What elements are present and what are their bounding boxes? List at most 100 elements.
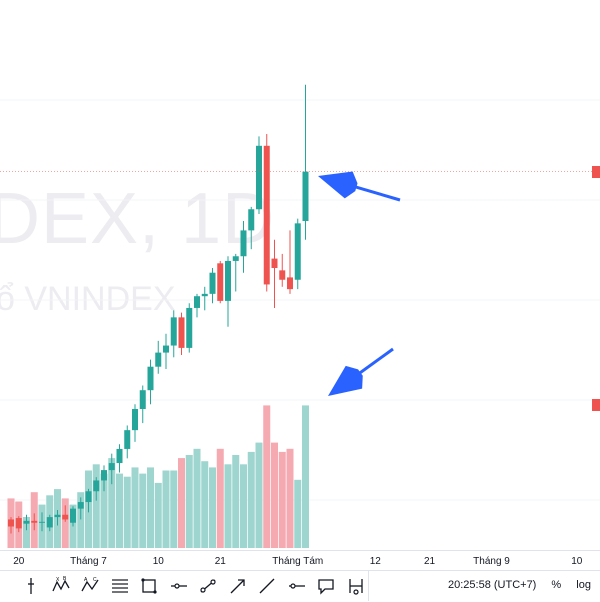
candle-body	[8, 519, 14, 527]
volume-bar	[216, 448, 224, 548]
svg-text:B: B	[63, 576, 67, 582]
bar-pattern-icon[interactable]	[20, 575, 42, 597]
volume-bar	[61, 498, 69, 548]
volume-bar	[108, 458, 116, 548]
candle-body	[186, 307, 193, 348]
candle-body	[248, 209, 255, 231]
candle-body	[23, 520, 30, 524]
candle-body	[232, 256, 239, 261]
candle-body	[178, 317, 185, 348]
volume-scale-marker[interactable]	[592, 399, 600, 412]
time-tick-label: 12	[369, 556, 381, 567]
fib-levels-icon[interactable]	[109, 575, 131, 597]
volume-bar	[209, 467, 216, 548]
time-tick-label: 20	[13, 556, 25, 567]
chart-pane[interactable]: DEX, 1D ổ VNINDEX	[0, 0, 600, 550]
bottom-toolbar: XB AC 20:25:58 (UTC+7) % log tu	[0, 570, 600, 601]
svg-text:X: X	[56, 577, 60, 583]
candle-body	[93, 480, 100, 492]
time-tick-label: Tháng Tám	[272, 556, 324, 567]
volume-bar	[170, 470, 178, 548]
volume-bar	[201, 461, 209, 548]
candle-body	[302, 171, 309, 221]
date-range-icon[interactable]	[345, 575, 367, 597]
percent-scale-toggle[interactable]: %	[551, 579, 562, 591]
volume-bar	[255, 442, 263, 548]
candle-body	[77, 502, 84, 509]
ray-icon[interactable]	[168, 575, 190, 597]
volume-bar	[154, 482, 162, 548]
log-scale-toggle[interactable]: log	[576, 579, 591, 591]
volume-bar	[193, 448, 201, 548]
candle-body	[263, 145, 270, 285]
volume-bar	[224, 464, 232, 548]
candle-body	[85, 491, 92, 503]
status-bar: 20:25:58 (UTC+7) % log tu	[448, 579, 600, 591]
candle-body	[294, 223, 301, 280]
candle-body	[62, 514, 69, 520]
annotation-arrow-price-shaft	[348, 183, 401, 202]
volume-bar	[147, 467, 154, 548]
candle-body	[116, 448, 123, 464]
svg-text:C: C	[93, 577, 97, 583]
candle-body	[279, 270, 286, 280]
candle-body	[15, 518, 22, 529]
clock-readout[interactable]: 20:25:58 (UTC+7)	[448, 579, 537, 591]
time-tick-label: Tháng 7	[70, 556, 107, 567]
volume-bar	[286, 448, 294, 548]
volume-bar	[139, 473, 147, 548]
volume-bar	[100, 473, 108, 548]
candle-body	[155, 352, 162, 367]
candle-body	[194, 296, 200, 308]
candle-body	[240, 230, 247, 257]
volume-bar	[302, 405, 309, 548]
time-tick-label: 10	[152, 556, 164, 567]
time-tick-label: 21	[423, 556, 436, 567]
volume-bar	[77, 492, 85, 548]
annotation-arrow-volume-head	[328, 365, 363, 396]
candle-body	[209, 272, 216, 294]
trend-line-icon[interactable]	[197, 575, 219, 597]
volume-bar	[116, 473, 123, 548]
candle-body	[70, 508, 76, 523]
candle-body	[139, 390, 146, 409]
volume-bar	[178, 458, 185, 548]
svg-text:A: A	[84, 577, 88, 583]
candle-body	[31, 520, 38, 523]
candle-body	[108, 463, 115, 471]
volume-bar	[263, 405, 271, 548]
volume-bar	[185, 455, 193, 548]
candle-body	[101, 470, 107, 481]
candle-body	[217, 263, 224, 301]
candlestick-chart[interactable]	[0, 0, 600, 550]
candle-body	[147, 366, 154, 391]
volume-bar	[92, 464, 100, 548]
time-tick-label: 10	[571, 556, 583, 567]
rectangle-icon[interactable]	[138, 575, 160, 597]
candle-body	[170, 317, 177, 346]
annotation-arrow-volume-shaft	[353, 347, 394, 379]
candle-body	[225, 260, 231, 301]
candle-body	[39, 521, 45, 523]
callout-icon[interactable]	[315, 575, 337, 597]
volume-bar	[131, 467, 139, 548]
price-scale-marker[interactable]	[592, 165, 600, 178]
candle-body	[132, 409, 138, 431]
horizontal-line-icon[interactable]	[286, 575, 308, 597]
candle-body	[124, 430, 131, 449]
volume-bar	[247, 451, 255, 548]
candle-body	[287, 277, 293, 290]
volume-bar	[278, 451, 286, 548]
candle-body	[201, 293, 208, 297]
time-axis[interactable]: 20 Tháng 7 10 21 Tháng Tám 12 21 Tháng 9 10	[0, 550, 600, 571]
annotation-arrow-price-head	[318, 171, 358, 199]
arrow-icon[interactable]	[227, 575, 249, 597]
volume-bar	[23, 517, 30, 548]
time-tick-label: Tháng 9	[473, 556, 510, 567]
volume-bar	[232, 455, 240, 548]
candle-body	[54, 514, 61, 518]
line-segment-icon[interactable]	[256, 575, 278, 597]
